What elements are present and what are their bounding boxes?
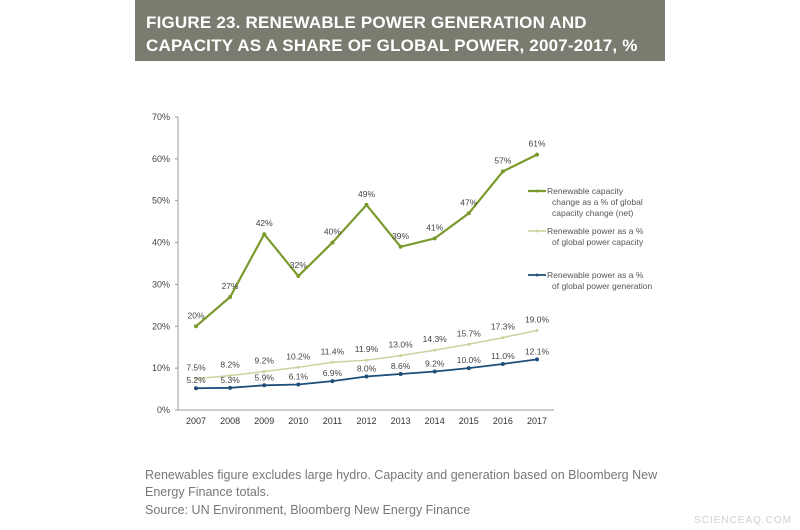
data-point (399, 354, 403, 358)
data-label: 5.3% (220, 375, 240, 385)
data-point (296, 382, 301, 387)
data-point (535, 152, 539, 157)
y-tick-label: 70% (152, 112, 170, 122)
data-label: 47% (460, 197, 477, 207)
data-point (500, 361, 505, 366)
data-point (398, 244, 403, 249)
source-note: Source: UN Environment, Bloomberg New En… (145, 503, 471, 517)
data-point (194, 377, 198, 381)
data-point (432, 236, 437, 241)
x-tick-label: 2017 (527, 416, 547, 426)
data-label: 19.0% (525, 314, 550, 324)
data-point (364, 202, 369, 207)
data-point (466, 211, 471, 216)
data-label: 14.3% (423, 334, 448, 344)
data-point (194, 324, 198, 329)
data-point (535, 328, 539, 332)
data-label: 5.9% (255, 372, 275, 382)
x-tick-label: 2008 (220, 416, 240, 426)
data-label: 5.2% (186, 375, 206, 385)
data-point (228, 374, 232, 378)
data-point (365, 358, 368, 362)
data-point (433, 348, 437, 352)
legend-label-1: Renewable power as a % of global power ca… (547, 226, 644, 247)
data-label: 12.1% (525, 346, 550, 356)
data-label: 42% (256, 218, 273, 228)
data-point (296, 365, 300, 369)
data-label: 9.2% (425, 358, 445, 368)
x-tick-label: 2014 (425, 416, 445, 426)
data-point (432, 369, 437, 374)
data-label: 7.5% (186, 363, 206, 373)
x-tick-label: 2015 (459, 416, 479, 426)
legend-marker (535, 189, 539, 193)
data-point (467, 342, 471, 346)
series-line-0 (195, 153, 538, 328)
data-point (262, 383, 267, 388)
data-point (330, 379, 335, 384)
footnote: Renewables figure excludes large hydro. … (145, 468, 658, 499)
data-label: 32% (290, 260, 307, 270)
legend-marker (535, 273, 539, 277)
data-label: 6.9% (323, 368, 343, 378)
y-tick-label: 0% (157, 405, 170, 415)
data-label: 13.0% (389, 340, 414, 350)
data-label: 8.6% (391, 361, 411, 371)
data-point (364, 374, 369, 379)
data-point (228, 294, 233, 299)
data-point (535, 357, 539, 362)
data-point (398, 372, 403, 377)
data-point (262, 369, 266, 373)
legend-marker (535, 229, 539, 233)
data-label: 61% (528, 139, 545, 149)
data-label: 15.7% (457, 328, 482, 338)
data-label: 27% (222, 281, 239, 291)
data-point (262, 232, 267, 237)
data-label: 11.4% (321, 346, 345, 356)
y-tick-label: 20% (152, 321, 170, 331)
data-label: 39% (392, 231, 409, 241)
data-point (501, 336, 505, 340)
data-point (330, 360, 334, 364)
data-point (296, 274, 301, 279)
x-tick-label: 2013 (391, 416, 411, 426)
data-label: 20% (187, 310, 204, 320)
x-tick-label: 2009 (254, 416, 274, 426)
legend-label-0: Renewable capacity change as a % of globa… (547, 186, 643, 218)
data-point (228, 385, 233, 390)
y-tick-label: 50% (152, 196, 170, 206)
data-label: 41% (426, 222, 443, 232)
data-label: 10.0% (457, 355, 482, 365)
data-label: 17.3% (491, 322, 516, 332)
figure-header: FIGURE 23. RENEWABLE POWER GENERATION AN… (135, 0, 665, 61)
x-tick-label: 2007 (186, 416, 206, 426)
x-tick-label: 2010 (288, 416, 308, 426)
y-tick-label: 30% (152, 279, 170, 289)
watermark: SCIENCEAQ.COM (693, 515, 792, 526)
x-tick-label: 2012 (356, 416, 376, 426)
data-label: 8.0% (357, 364, 377, 374)
y-tick-label: 10% (152, 363, 170, 373)
data-label: 57% (494, 155, 511, 165)
x-tick-label: 2016 (493, 416, 513, 426)
figure-title: FIGURE 23. RENEWABLE POWER GENERATION AN… (146, 13, 638, 55)
data-label: 8.2% (220, 360, 240, 370)
y-tick-label: 60% (152, 154, 170, 164)
data-label: 10.2% (286, 351, 311, 361)
legend-label-2: Renewable power as a % of global power ge… (547, 270, 652, 291)
y-tick-label: 40% (152, 238, 170, 248)
data-label: 11.0% (491, 351, 515, 361)
data-label: 6.1% (289, 371, 309, 381)
data-label: 9.2% (255, 355, 275, 365)
data-label: 40% (324, 227, 341, 237)
data-label: 49% (358, 189, 375, 199)
data-point (500, 169, 505, 174)
data-point (194, 386, 198, 391)
data-point (466, 366, 471, 371)
data-point (330, 240, 335, 245)
x-tick-label: 2011 (323, 416, 342, 426)
data-label: 11.9% (355, 344, 379, 354)
